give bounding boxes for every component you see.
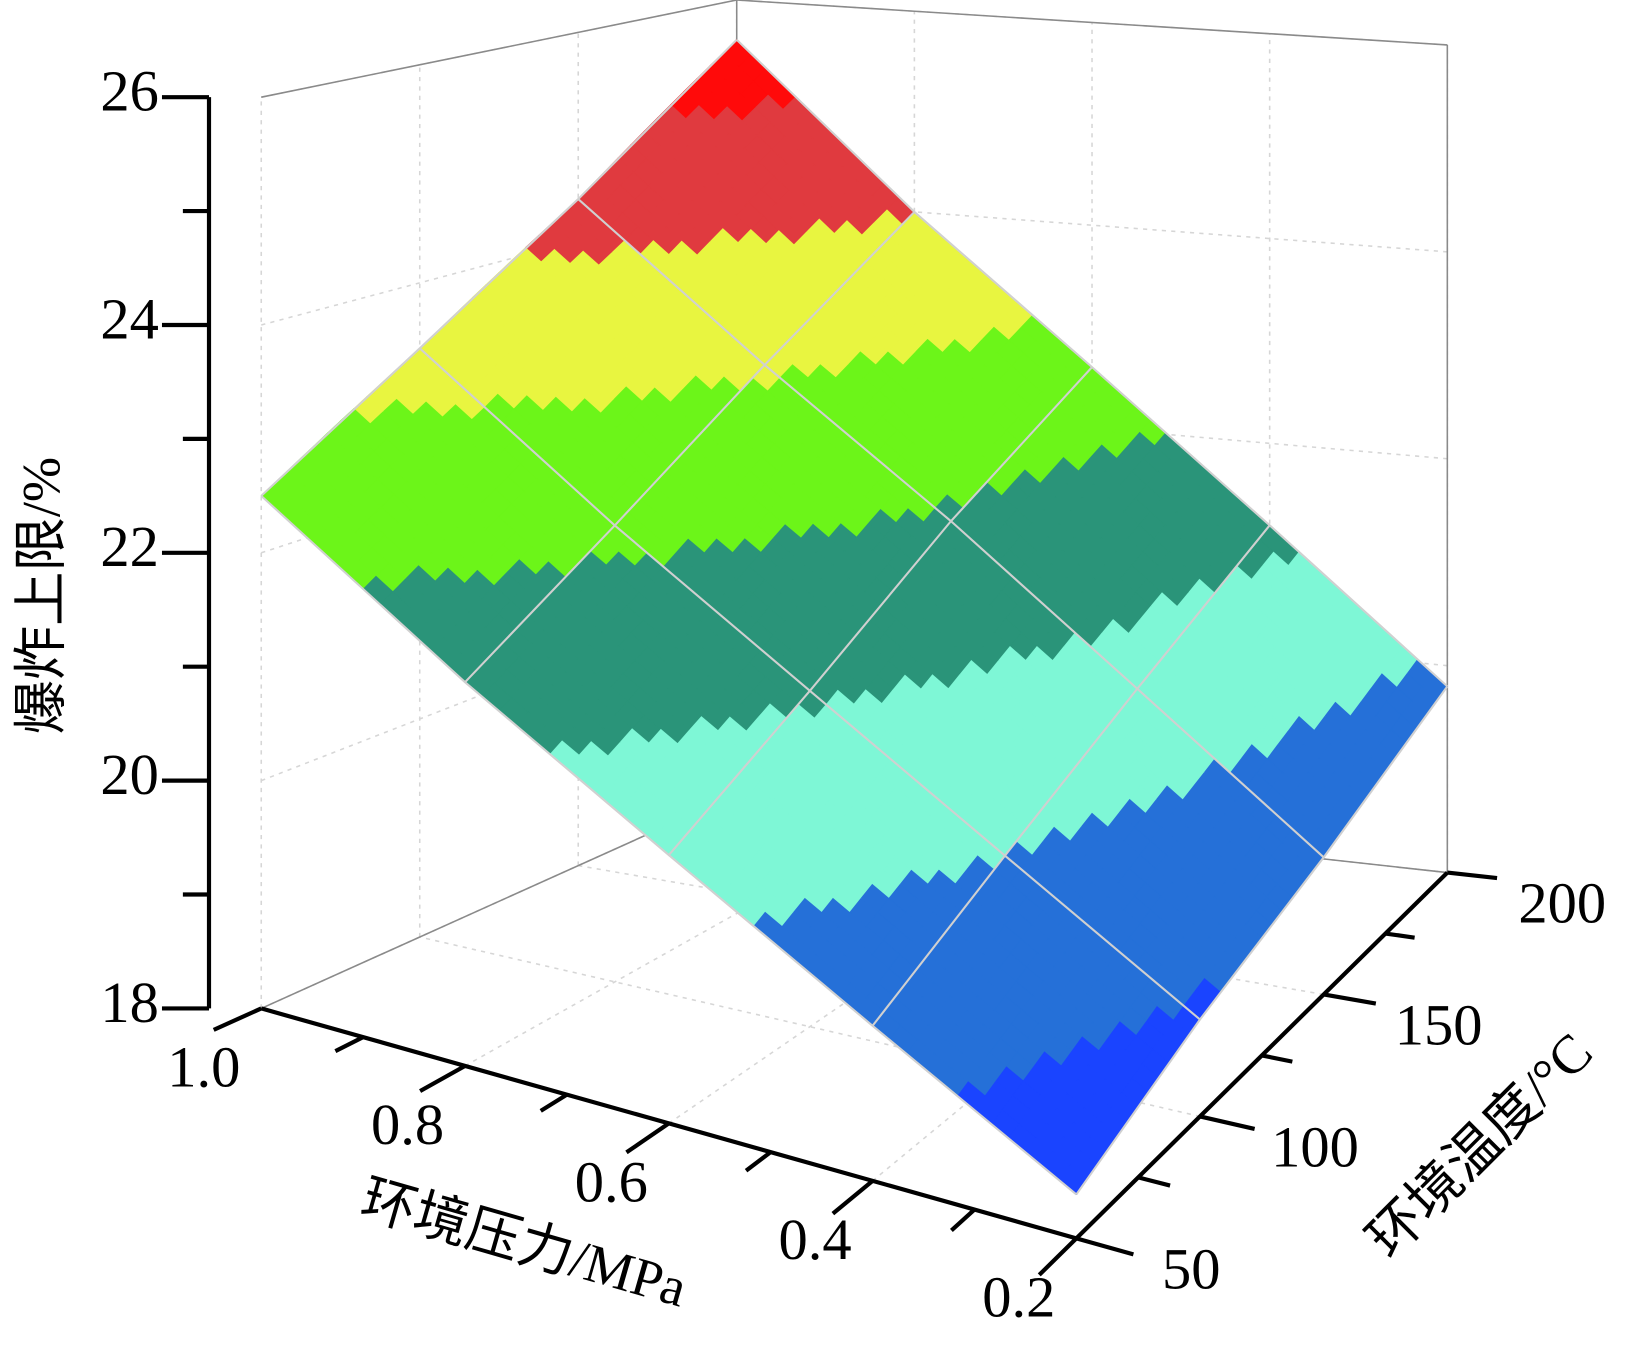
surface-cell	[260, 347, 616, 683]
plot-area: 环境压力/MPa 环境温度/°C 爆炸上限/% 0.20.40.60.81.05…	[11, 0, 1606, 1330]
x-tick-label: 0.6	[575, 1150, 648, 1215]
mesh-line	[260, 38, 738, 497]
y-axis-title: 环境温度/°C	[1356, 1022, 1604, 1270]
z-tick-label: 18	[100, 970, 159, 1035]
x-minor-tick	[744, 1150, 772, 1173]
y-tick	[1323, 992, 1377, 1006]
y-minor-tick	[1385, 931, 1415, 940]
y-tick	[1075, 1236, 1134, 1257]
surface-cell	[1136, 524, 1448, 858]
x-tick	[1037, 1236, 1078, 1277]
y-tick-label: 50	[1162, 1236, 1221, 1301]
grid-line	[464, 813, 915, 1067]
x-minor-tick	[539, 1092, 569, 1113]
z-tick-label: 26	[100, 59, 159, 124]
x-tick-label: 0.8	[371, 1092, 444, 1157]
box-edge	[261, 0, 737, 98]
y-tick	[1199, 1114, 1256, 1132]
x-minor-tick	[334, 1035, 365, 1054]
x-tick	[625, 1121, 670, 1155]
z-tick-label: 20	[100, 742, 159, 807]
x-tick-label: 0.2	[982, 1265, 1055, 1330]
x-tick	[212, 1006, 263, 1032]
z-tick-label: 24	[100, 286, 159, 351]
y-tick-label: 150	[1395, 992, 1483, 1057]
x-tick	[831, 1179, 874, 1216]
surface-cell	[764, 211, 1093, 522]
surface-cell	[464, 524, 811, 856]
z-axis-title: 爆炸上限/%	[11, 457, 71, 735]
x-tick	[419, 1064, 467, 1093]
y-tick-label: 100	[1271, 1114, 1359, 1179]
surface-cell	[419, 198, 766, 527]
surface-cell	[1004, 688, 1325, 1021]
x-minor-tick	[950, 1208, 976, 1232]
x-tick-label: 0.4	[779, 1207, 852, 1272]
y-minor-tick	[1261, 1053, 1293, 1064]
z-tick-label: 22	[100, 514, 159, 579]
surface-cell	[614, 364, 952, 692]
mesh-line	[871, 524, 1271, 1027]
box-edge	[736, 0, 1448, 46]
mesh-line	[1075, 685, 1449, 1196]
x-tick-label: 1.0	[167, 1035, 240, 1100]
mesh-line	[668, 366, 1093, 856]
mesh-line	[464, 211, 916, 683]
grid-line	[261, 197, 737, 326]
y-tick-label: 200	[1518, 871, 1606, 936]
y-tick	[1447, 870, 1498, 881]
y-minor-tick	[1137, 1175, 1171, 1188]
surface-cell	[809, 520, 1138, 857]
